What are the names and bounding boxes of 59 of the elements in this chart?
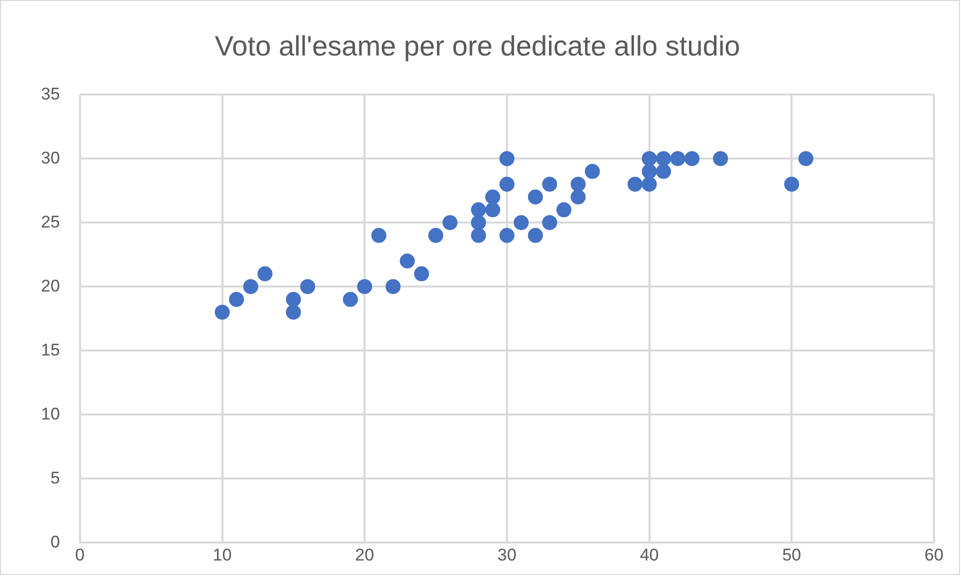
point — [470, 202, 486, 218]
y-tick-label: 30 — [40, 148, 60, 168]
point — [228, 292, 244, 307]
y-tick-label: 5 — [50, 468, 60, 488]
point — [642, 151, 657, 166]
point — [642, 176, 657, 192]
point — [470, 228, 486, 243]
point — [542, 176, 558, 192]
point — [300, 279, 316, 294]
point — [628, 176, 643, 192]
point — [342, 292, 358, 307]
y-tick-label: 15 — [40, 340, 60, 360]
point — [499, 228, 514, 243]
point — [414, 266, 430, 282]
x-tick-label: 60 — [924, 545, 944, 564]
point — [400, 254, 415, 268]
point — [570, 176, 586, 192]
point — [570, 190, 586, 204]
point — [286, 292, 301, 307]
point — [642, 164, 657, 179]
point — [670, 151, 686, 166]
point — [542, 215, 558, 230]
point — [656, 164, 672, 179]
point — [357, 279, 372, 294]
chart-title: Voto all'esame per ore dedicate allo studio — [214, 30, 740, 62]
point — [428, 228, 444, 243]
x-tick-label: 10 — [212, 545, 232, 564]
point — [286, 304, 301, 320]
point — [499, 151, 514, 166]
y-tick-label: 35 — [40, 84, 60, 104]
point — [528, 190, 543, 204]
point — [514, 215, 529, 230]
point — [556, 202, 572, 218]
point — [386, 279, 401, 294]
point — [798, 151, 814, 166]
point — [712, 151, 728, 166]
point — [371, 228, 386, 243]
point — [499, 176, 514, 192]
x-tick-label: 40 — [640, 545, 659, 564]
y-tick-label: 10 — [40, 404, 60, 424]
point — [470, 215, 486, 230]
point — [442, 215, 458, 230]
point — [243, 279, 258, 294]
x-tick-label: 50 — [782, 545, 802, 564]
point — [684, 151, 700, 166]
point — [784, 176, 800, 192]
point — [528, 228, 543, 243]
point — [257, 266, 272, 282]
y-tick-label: 25 — [40, 212, 60, 232]
point — [485, 202, 500, 218]
point — [584, 164, 600, 179]
point — [485, 190, 500, 204]
y-tick-label: 0 — [50, 532, 60, 552]
x-tick-label: 20 — [355, 545, 374, 564]
point — [214, 304, 230, 320]
y-tick-label: 20 — [40, 276, 60, 296]
point — [656, 151, 672, 166]
x-tick-label: 30 — [497, 545, 516, 564]
x-tick-label: 0 — [75, 545, 85, 564]
